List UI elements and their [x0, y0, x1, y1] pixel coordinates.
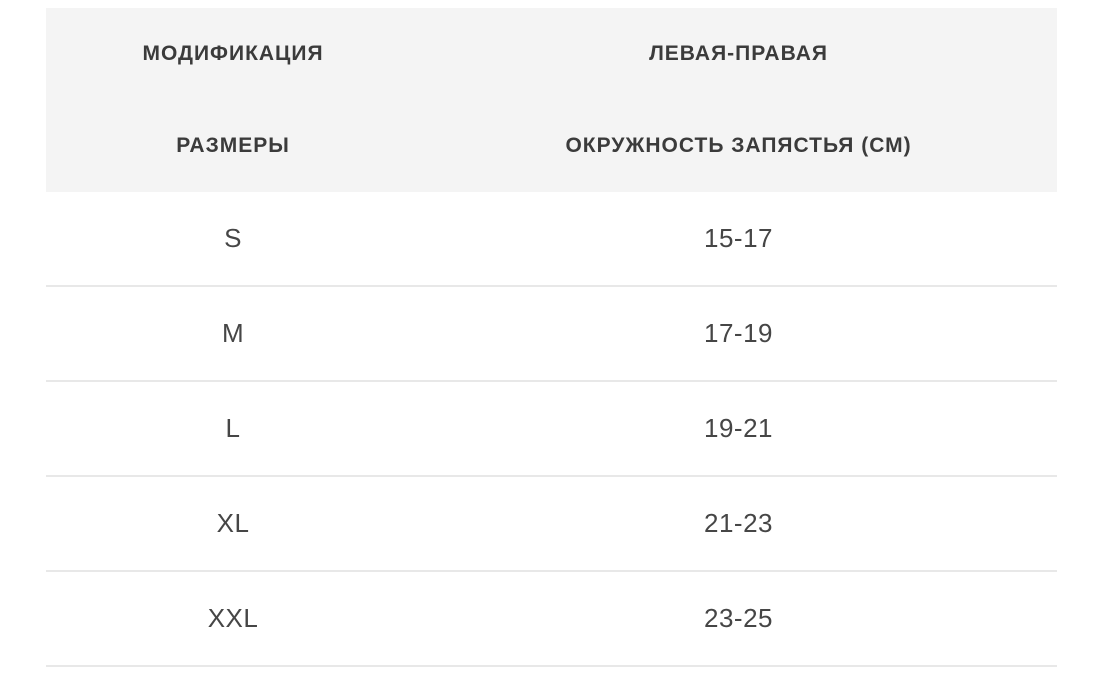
wrist-cell: 21-23 — [704, 508, 774, 538]
wrist-cell: 17-19 — [704, 318, 774, 348]
table-row: XXL 23-25 — [46, 572, 1057, 667]
size-cell: XXL — [207, 603, 259, 633]
wrist-cell: 23-25 — [704, 603, 774, 633]
table-row: M 17-19 — [46, 287, 1057, 382]
header-modification-label: МОДИФИКАЦИЯ — [142, 42, 324, 65]
header-wrist-circumference-label: ОКРУЖНОСТЬ ЗАПЯСТЬЯ (СМ) — [565, 134, 912, 157]
header-sizes-label: РАЗМЕРЫ — [176, 134, 290, 157]
size-table: МОДИФИКАЦИЯ РАЗМЕРЫ ЛЕВАЯ-ПРАВАЯ ОКРУЖНО… — [46, 8, 1057, 667]
header-left-right-label: ЛЕВАЯ-ПРАВАЯ — [649, 42, 828, 65]
size-cell: M — [221, 318, 245, 348]
wrist-cell: 19-21 — [704, 413, 774, 443]
table-body: S 15-17 M 17-19 L 19-21 XL 21-23 XXL 23-… — [46, 192, 1057, 667]
table-header: МОДИФИКАЦИЯ РАЗМЕРЫ ЛЕВАЯ-ПРАВАЯ ОКРУЖНО… — [46, 8, 1057, 192]
header-cell-wrist: ЛЕВАЯ-ПРАВАЯ ОКРУЖНОСТЬ ЗАПЯСТЬЯ (СМ) — [420, 8, 1057, 192]
table-row: S 15-17 — [46, 192, 1057, 287]
table-row: L 19-21 — [46, 382, 1057, 477]
size-cell: L — [225, 413, 241, 443]
size-cell: XL — [216, 508, 250, 538]
size-cell: S — [224, 223, 242, 253]
header-cell-sizes: МОДИФИКАЦИЯ РАЗМЕРЫ — [46, 8, 420, 192]
wrist-cell: 15-17 — [704, 223, 774, 253]
table-row: XL 21-23 — [46, 477, 1057, 572]
